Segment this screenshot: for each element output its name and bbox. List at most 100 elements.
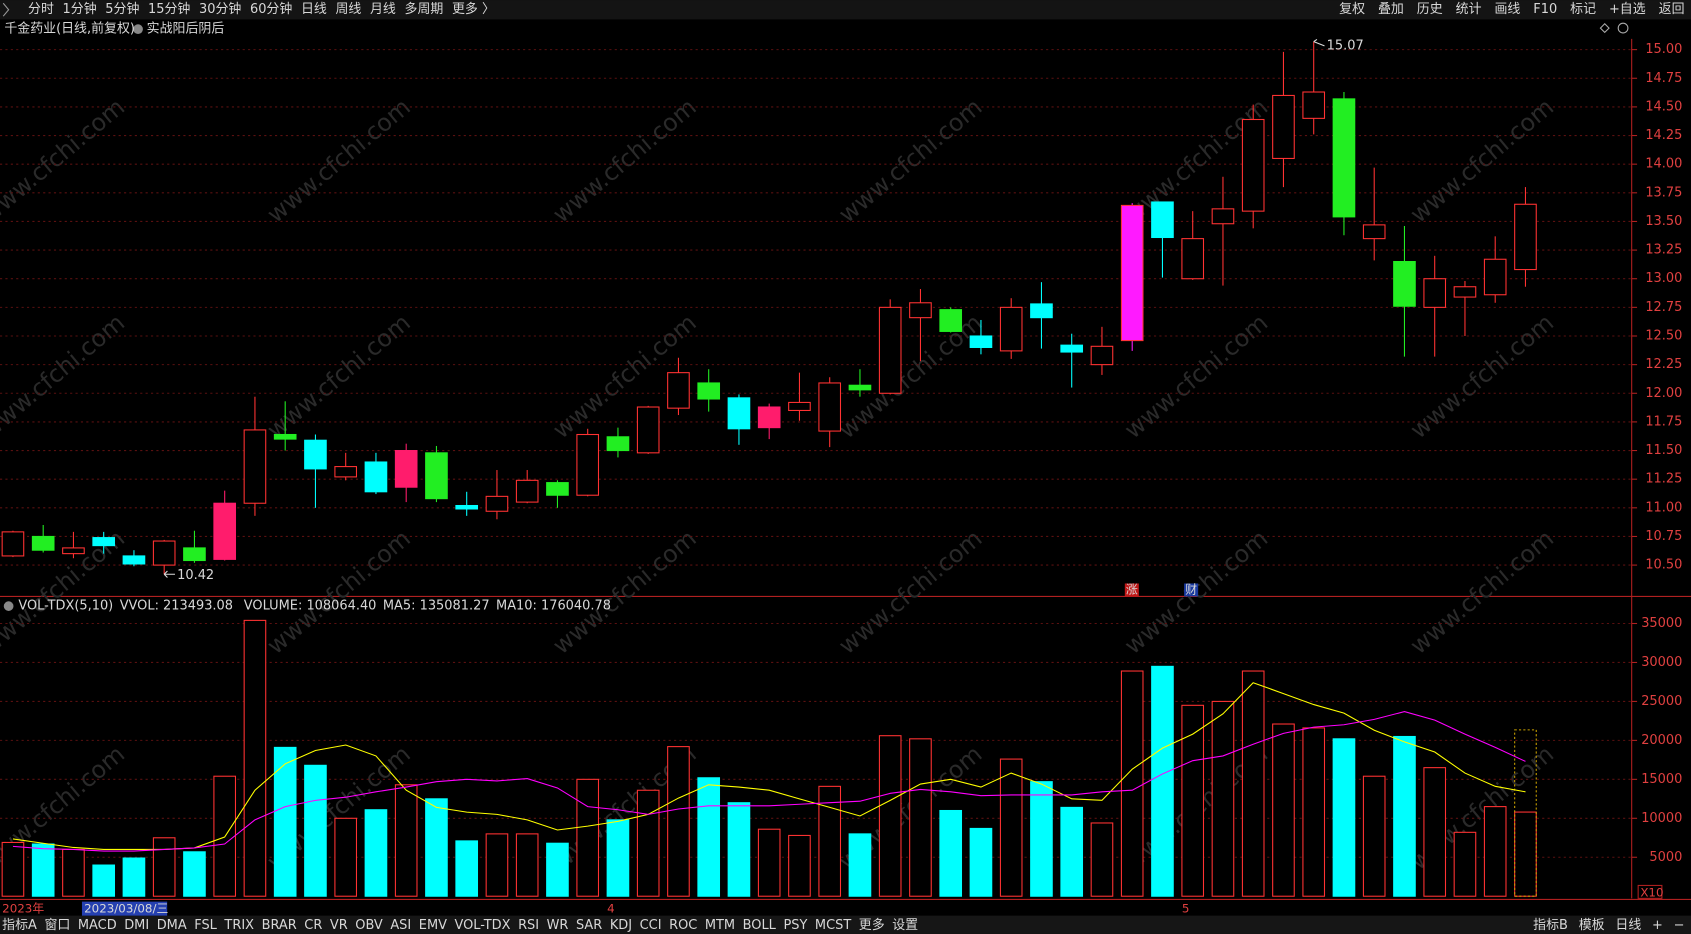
volume-bar bbox=[878, 735, 902, 897]
axis-multiplier: X10 bbox=[1640, 885, 1663, 899]
min-label: 10.42 bbox=[177, 568, 214, 583]
volume-bar bbox=[243, 619, 267, 897]
tab[interactable]: ROC bbox=[669, 918, 697, 933]
tab[interactable]: 设置 bbox=[892, 918, 918, 933]
tab[interactable]: 模板 bbox=[1579, 918, 1605, 933]
volume-bar bbox=[1181, 704, 1205, 897]
x-tick-label: 5 bbox=[1182, 902, 1190, 916]
candle-body bbox=[697, 382, 721, 400]
candle-body bbox=[1483, 258, 1507, 296]
bottom-tabbar bbox=[0, 915, 1691, 934]
toolbar-item[interactable]: 标记 bbox=[1570, 2, 1596, 17]
tab[interactable]: VR bbox=[330, 918, 348, 933]
tab[interactable]: 窗口 bbox=[44, 917, 70, 933]
y-tick-label: 14.50 bbox=[1645, 99, 1682, 114]
tab[interactable]: EMV bbox=[419, 918, 447, 933]
candle-body bbox=[939, 309, 963, 332]
toolbar-item[interactable]: 统计 bbox=[1456, 2, 1482, 17]
toolbar-item[interactable]: +自选 bbox=[1609, 2, 1646, 17]
event-marker[interactable]: 财 bbox=[1185, 582, 1197, 596]
tab[interactable]: BOLL bbox=[743, 918, 777, 933]
tab[interactable]: CR bbox=[304, 918, 322, 933]
tab[interactable]: 指标B bbox=[1533, 918, 1568, 933]
toolbar-item[interactable]: 60分钟 bbox=[250, 1, 292, 17]
candle-body bbox=[1060, 344, 1084, 353]
toolbar-item[interactable]: 更多 〉 bbox=[452, 2, 495, 17]
vvol-box bbox=[1514, 729, 1537, 897]
candle-body bbox=[909, 302, 932, 319]
tab[interactable]: MTM bbox=[705, 918, 735, 933]
toolbar-item[interactable]: 周线 bbox=[335, 2, 361, 17]
volume-bar bbox=[273, 746, 297, 897]
candle-body bbox=[213, 502, 237, 560]
y-tick-label: 11.25 bbox=[1645, 472, 1682, 487]
diamond-icon[interactable] bbox=[1599, 22, 1610, 34]
tab[interactable]: TRIX bbox=[223, 918, 254, 933]
tab[interactable]: FSL bbox=[194, 918, 217, 933]
candle-body bbox=[92, 537, 116, 547]
tab[interactable]: DMI bbox=[124, 918, 149, 933]
toolbar-item[interactable]: 15分钟 bbox=[148, 1, 190, 17]
volume-bar bbox=[304, 764, 327, 897]
volume-bar bbox=[818, 785, 842, 897]
toolbar-item[interactable]: 画线 bbox=[1494, 2, 1520, 17]
volume-bar bbox=[576, 778, 600, 897]
tab[interactable]: RSI bbox=[518, 918, 539, 933]
candle-body bbox=[969, 335, 993, 348]
candle-body bbox=[546, 482, 569, 496]
y-tick-label: 35000 bbox=[1641, 616, 1682, 631]
tab[interactable]: − bbox=[1674, 918, 1685, 933]
toolbar-item[interactable]: 月线 bbox=[370, 2, 396, 17]
toolbar-item[interactable]: 日线 bbox=[301, 2, 327, 17]
info-icon[interactable] bbox=[1617, 22, 1629, 34]
candle-body bbox=[364, 461, 388, 493]
tab[interactable]: 更多 bbox=[859, 918, 885, 933]
candle-body bbox=[757, 406, 781, 429]
toolbar-item[interactable]: F10 bbox=[1533, 2, 1557, 17]
toolbar-item[interactable]: 叠加 bbox=[1378, 2, 1404, 17]
toolbar-item[interactable]: 历史 bbox=[1417, 2, 1443, 17]
tab[interactable]: PSY bbox=[783, 918, 807, 933]
toolbar-item[interactable]: 多周期 bbox=[404, 2, 443, 17]
tab[interactable]: MCST bbox=[815, 918, 851, 933]
volume-bar bbox=[999, 758, 1023, 897]
tab[interactable]: BRAR bbox=[262, 918, 297, 933]
toolbar-item[interactable]: 30分钟 bbox=[199, 1, 241, 17]
tab[interactable]: MACD bbox=[78, 918, 117, 933]
y-tick-label: 11.75 bbox=[1645, 414, 1682, 429]
volume-bar bbox=[667, 746, 690, 897]
tab[interactable]: WR bbox=[547, 918, 569, 933]
legend-entry: VOLUME: 108064.40 bbox=[244, 599, 377, 614]
tab[interactable]: CCI bbox=[640, 918, 662, 933]
y-tick-label: 12.50 bbox=[1645, 328, 1682, 343]
tab[interactable]: SAR bbox=[576, 918, 602, 933]
tab[interactable]: ASI bbox=[390, 918, 411, 933]
tab[interactable]: VOL-TDX bbox=[455, 918, 511, 933]
tab[interactable]: DMA bbox=[157, 918, 187, 933]
toolbar-item[interactable]: 5分钟 bbox=[105, 1, 139, 17]
volume-bar bbox=[183, 851, 206, 897]
toolbar-item[interactable]: 复权 bbox=[1339, 1, 1365, 17]
toolbar-item[interactable]: 分时 bbox=[28, 2, 54, 17]
candle-body bbox=[878, 306, 902, 394]
multiplier-box bbox=[1637, 884, 1663, 899]
candle-body bbox=[606, 436, 630, 452]
volume-bar bbox=[1060, 806, 1084, 897]
candle-body bbox=[1423, 278, 1447, 308]
volume-bar bbox=[1211, 700, 1235, 897]
toolbar-item[interactable]: 1分钟 bbox=[63, 1, 97, 17]
tab[interactable]: + bbox=[1652, 918, 1663, 933]
toolbar-item[interactable]: 返回 bbox=[1659, 2, 1685, 17]
event-marker[interactable]: 涨 bbox=[1126, 582, 1138, 596]
tab[interactable]: OBV bbox=[355, 918, 383, 933]
tab[interactable]: 指标A bbox=[2, 918, 37, 933]
y-tick-label: 14.25 bbox=[1645, 128, 1682, 143]
x-tick-label: 2023年 bbox=[2, 902, 44, 916]
x-tick-label: 4 bbox=[607, 902, 615, 916]
tab[interactable]: 日线 bbox=[1615, 918, 1641, 933]
volume-bar bbox=[1393, 735, 1416, 897]
tab[interactable]: KDJ bbox=[610, 918, 632, 933]
back-icon[interactable] bbox=[2, 2, 10, 17]
